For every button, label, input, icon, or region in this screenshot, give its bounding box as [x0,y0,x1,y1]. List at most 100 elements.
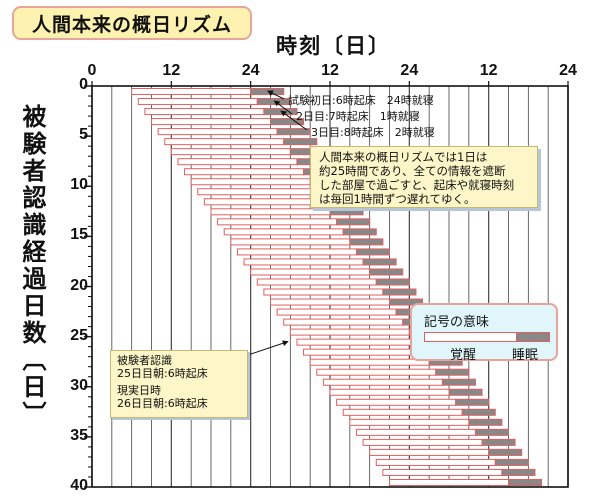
x-axis-label: 時刻〔日〕 [276,34,391,58]
awake-bar [197,188,318,196]
awake-bar [329,388,450,396]
awake-bar [164,138,285,146]
sleep-bar [283,138,318,146]
sleep-bar [329,208,364,216]
sleep-bar [481,438,516,446]
awake-bar [389,478,509,487]
legend: 記号の意味 覚醒 睡眠 [410,303,558,363]
plot-border [91,85,569,488]
subject-note-line1: 25日目朝:6時起床 [117,367,208,380]
y-axis-label: 被験者認識経過日数〔日〕 [18,104,46,428]
awake-bar [177,158,298,166]
awake-bar [170,148,291,156]
awake-bar [336,398,457,406]
awake-bar [217,218,338,226]
awake-bar [203,198,324,206]
awake-bar [157,128,278,136]
sleep-bar [355,248,391,256]
legend-awake-swatch [424,332,518,342]
y-tick-label: 10 [70,176,88,194]
awake-bar [256,278,377,286]
sleep-bar [455,398,490,406]
annotation-day1: 試験初日:6時起床 24時就寝 [288,94,434,107]
awake-bar [144,108,265,116]
bar-rows [131,88,543,487]
sleep-bar [349,238,384,246]
annotation-arrow [266,90,285,100]
sleep-bar [389,298,424,306]
sleep-bar [250,88,285,96]
y-tick-label: 20 [70,276,88,294]
awake-bar [210,208,331,216]
sleep-bar [369,268,404,276]
y-tick-label: 35 [70,426,88,444]
awake-bar [309,358,430,366]
chart-title: 人間本来の概日リズム [12,6,252,40]
legend-title: 記号の意味 [424,315,490,330]
y-tick-label: 15 [70,226,88,244]
sleep-bar [468,418,503,426]
awake-bar [236,248,357,256]
awake-bar [316,368,437,376]
awake-bar [230,238,351,246]
awake-bar [263,288,384,296]
sleep-bar [448,388,483,396]
sleep-bar [256,98,291,106]
awake-bar [270,298,390,306]
explanation-line: は毎回1時間ずつ遅れてゆく。 [319,192,476,206]
sleep-bar [270,118,305,126]
y-tick-label: 30 [70,376,88,394]
awake-bar [342,408,463,416]
awake-bar [223,228,344,236]
annotation-arrows [247,90,308,356]
sleep-bar [461,408,496,416]
awake-bar [151,118,271,126]
y-tick-label: 25 [70,326,88,344]
awake-bar [362,438,483,446]
sleep-bar [362,258,397,266]
awake-bar [243,258,364,266]
awake-bar [190,178,311,186]
x-tick-label: 0 [87,62,97,79]
awake-bar [349,418,470,426]
awake-bar [303,348,424,356]
x-tick-label: 12 [479,62,498,79]
x-tick-label: 12 [162,62,181,79]
sleep-bar [488,448,523,456]
subject-note-line2: 26日目朝:6時起床 [117,397,208,410]
awake-bar [283,318,404,326]
annotation-day2: 2日目:7時起床 1時就寝 [296,110,420,123]
legend-sleep-swatch [516,332,550,342]
sleep-bar [375,278,410,286]
sleep-bar [501,468,536,476]
sleep-bar [276,128,311,136]
awake-bar [355,428,476,436]
awake-bar [382,468,503,476]
x-tick-label: 12 [321,62,339,79]
awake-bar [184,168,305,176]
awake-bar [375,458,496,466]
awake-bar [296,338,417,346]
subject-note-box: 被験者認識 25日目朝:6時起床 現実日時 26日目朝:6時起床 [110,350,248,418]
x-tick-label: 24 [241,62,260,79]
sleep-bar [435,368,470,376]
awake-bar [369,448,490,456]
subject-note-head1: 被験者認識 [117,354,172,367]
legend-sleep-label: 睡眠 [512,348,539,363]
sleep-bar [508,478,543,487]
annotation-arrow [273,100,293,115]
annotation-arrow [247,340,289,356]
awake-bar [276,308,397,316]
explanation-line: 人間本来の概日リズムでは1日は [319,150,488,164]
y-tick-label: 40 [70,477,88,494]
awake-bar [322,378,443,386]
annotation-day3: 3日目:8時起床 2時就寝 [311,126,435,139]
sleep-bar [382,288,417,296]
sleep-bar [336,218,371,226]
plot-frame [91,85,569,488]
y-tick-label: 0 [79,76,88,93]
sleep-bar [494,458,529,466]
x-tick-label: 24 [559,62,577,79]
awake-bar [289,328,410,336]
